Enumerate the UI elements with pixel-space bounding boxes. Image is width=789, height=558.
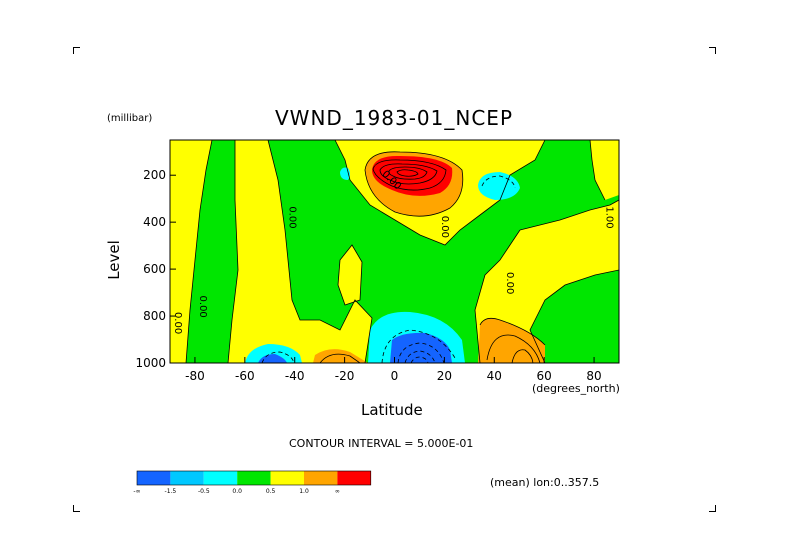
y-axis-label: Level [104, 240, 123, 280]
band-orange-south-small [313, 349, 368, 363]
band-cyan-southwest [245, 344, 302, 363]
x-tick-label: 40 [487, 369, 502, 383]
x-tick-label: -60 [235, 369, 255, 383]
crop-mark-bottom-right [709, 505, 716, 512]
x-tick-label: 0 [391, 369, 399, 383]
contour-label: 0.00 [504, 272, 515, 294]
band-yellow-east-upper [590, 140, 619, 200]
x-tick-label: -80 [185, 369, 205, 383]
band-yellow-south-mid [228, 140, 372, 363]
band-yellow-east [475, 200, 619, 363]
contour-label: 0.00 [439, 216, 450, 238]
crop-mark-top-left [73, 47, 80, 54]
band-blue-south [390, 332, 452, 363]
crop-mark-bottom-left [73, 505, 80, 512]
y-tick-label: 800 [143, 309, 166, 323]
contour-label: 0.00 [197, 296, 208, 318]
contour-label: 0.00 [172, 312, 183, 334]
band-yellow-lobe [338, 245, 362, 305]
band-yellow-west [170, 140, 212, 363]
x-tick-label: -20 [335, 369, 355, 383]
band-orange-east-lower [478, 318, 545, 363]
x-tick-label: -40 [285, 369, 305, 383]
y-tick-label: 400 [143, 215, 166, 229]
crop-mark-top-right [709, 47, 716, 54]
contour-interval-text: CONTOUR INTERVAL = 5.000E-01 [289, 437, 474, 450]
y-tick-label: 600 [143, 262, 166, 276]
averaging-note: (mean) lon:0..357.5 [490, 476, 600, 489]
y-axis: 200 400 600 800 1000 [135, 168, 176, 370]
band-blue-southwest [258, 354, 287, 363]
contour-label: 0.00 [287, 206, 298, 228]
y-units-label: (millibar) [107, 113, 153, 124]
x-tick-label: 20 [437, 369, 452, 383]
y-tick-label: 200 [143, 168, 166, 182]
band-cyan-northeast [478, 172, 520, 200]
contour-label: 1.00 [604, 206, 615, 228]
x-tick-label: 80 [586, 369, 601, 383]
x-tick-label: 60 [537, 369, 552, 383]
x-axis: -80 -60 -40 -20 0 20 40 60 80 [185, 357, 602, 383]
x-axis-label: Latitude [361, 401, 423, 419]
chart-title: VWND_1983-01_NCEP [275, 106, 514, 130]
x-units-label: (degrees_north) [532, 382, 620, 395]
y-tick-label: 1000 [135, 356, 166, 370]
